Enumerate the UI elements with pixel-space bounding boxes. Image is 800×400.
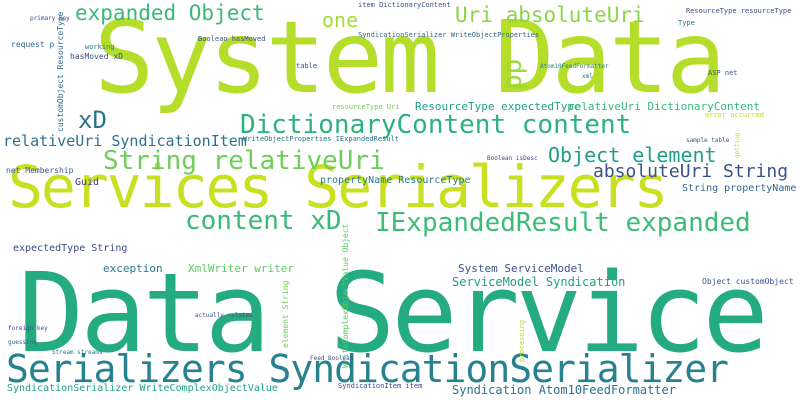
- word: Boolean hasMoved: [198, 35, 266, 43]
- word: content xD: [185, 206, 342, 236]
- word: actually relates: [195, 312, 253, 319]
- word: table: [296, 62, 318, 70]
- word: relativeUri SyndicationItem: [3, 132, 247, 150]
- word: customObject ResourceType: [56, 11, 65, 132]
- word: Atom10FeedFormatter: [540, 63, 609, 70]
- word: ResourceType expectedType: [415, 100, 581, 113]
- word: Stream streams: [52, 349, 103, 356]
- word: SyndicationSerializer WriteComplexObject…: [7, 383, 278, 394]
- word: request p: [11, 40, 55, 49]
- word: getting: [734, 132, 741, 158]
- word: Serializers SyndicationSerializer: [6, 347, 729, 391]
- word: Services Serializers: [8, 153, 668, 221]
- word: expanded Object: [75, 1, 265, 25]
- word: Data Service: [18, 249, 769, 377]
- word: expectedType String: [13, 243, 128, 254]
- word: net Membership: [6, 166, 74, 175]
- word: primary key: [30, 15, 70, 22]
- word: foreign key: [8, 325, 48, 332]
- word: sample table: [686, 137, 730, 144]
- word: ResourceType resourceType: [686, 7, 792, 15]
- word: Type: [678, 19, 695, 27]
- word: SyndicationSerializer WriteObjectPropert…: [358, 31, 540, 39]
- word: Object element: [548, 143, 717, 167]
- word: XmlWriter writer: [188, 262, 294, 275]
- word: propertyName ResourceType: [320, 175, 471, 186]
- word: WriteComplexObjectValue Object: [341, 223, 350, 369]
- word: SyndicationItem item: [338, 382, 423, 390]
- word: hasMoved xD: [70, 52, 123, 61]
- word: absoluteUri String: [593, 161, 789, 182]
- word: pp: [498, 58, 528, 90]
- word: xD: [78, 106, 107, 134]
- word: error occurred: [705, 111, 765, 119]
- word: Guid: [75, 177, 100, 188]
- word: System Data: [94, 0, 726, 116]
- word: WriteObjectProperties IExpandedResult: [243, 135, 399, 143]
- word: IExpandedResult expanded: [375, 208, 751, 238]
- word: processing: [518, 319, 526, 362]
- word: Uri absoluteUri: [455, 3, 645, 27]
- word: Boolean isDesc: [487, 155, 538, 162]
- word: one: [322, 8, 359, 32]
- word: element String: [281, 280, 290, 348]
- word: guessing: [8, 339, 37, 346]
- word: relativeUri DictionaryContent: [568, 100, 761, 113]
- word: ASP net: [708, 69, 738, 77]
- word: DictionaryContent content: [240, 110, 632, 140]
- word: working: [85, 43, 115, 51]
- word: String relativeUri: [103, 146, 385, 176]
- word: String propertyName: [682, 183, 797, 194]
- word: ServiceModel Syndication: [452, 275, 626, 289]
- word: Feed Boolean: [310, 355, 354, 362]
- word: exception: [103, 262, 163, 275]
- word: xml: [582, 73, 593, 80]
- word: Syndication Atom10FeedFormatter: [452, 383, 676, 397]
- word: item DictionaryContent: [358, 1, 451, 9]
- word: resourceType Uri: [332, 103, 400, 111]
- word: Object customObject: [702, 277, 794, 286]
- word: System ServiceModel: [458, 262, 584, 275]
